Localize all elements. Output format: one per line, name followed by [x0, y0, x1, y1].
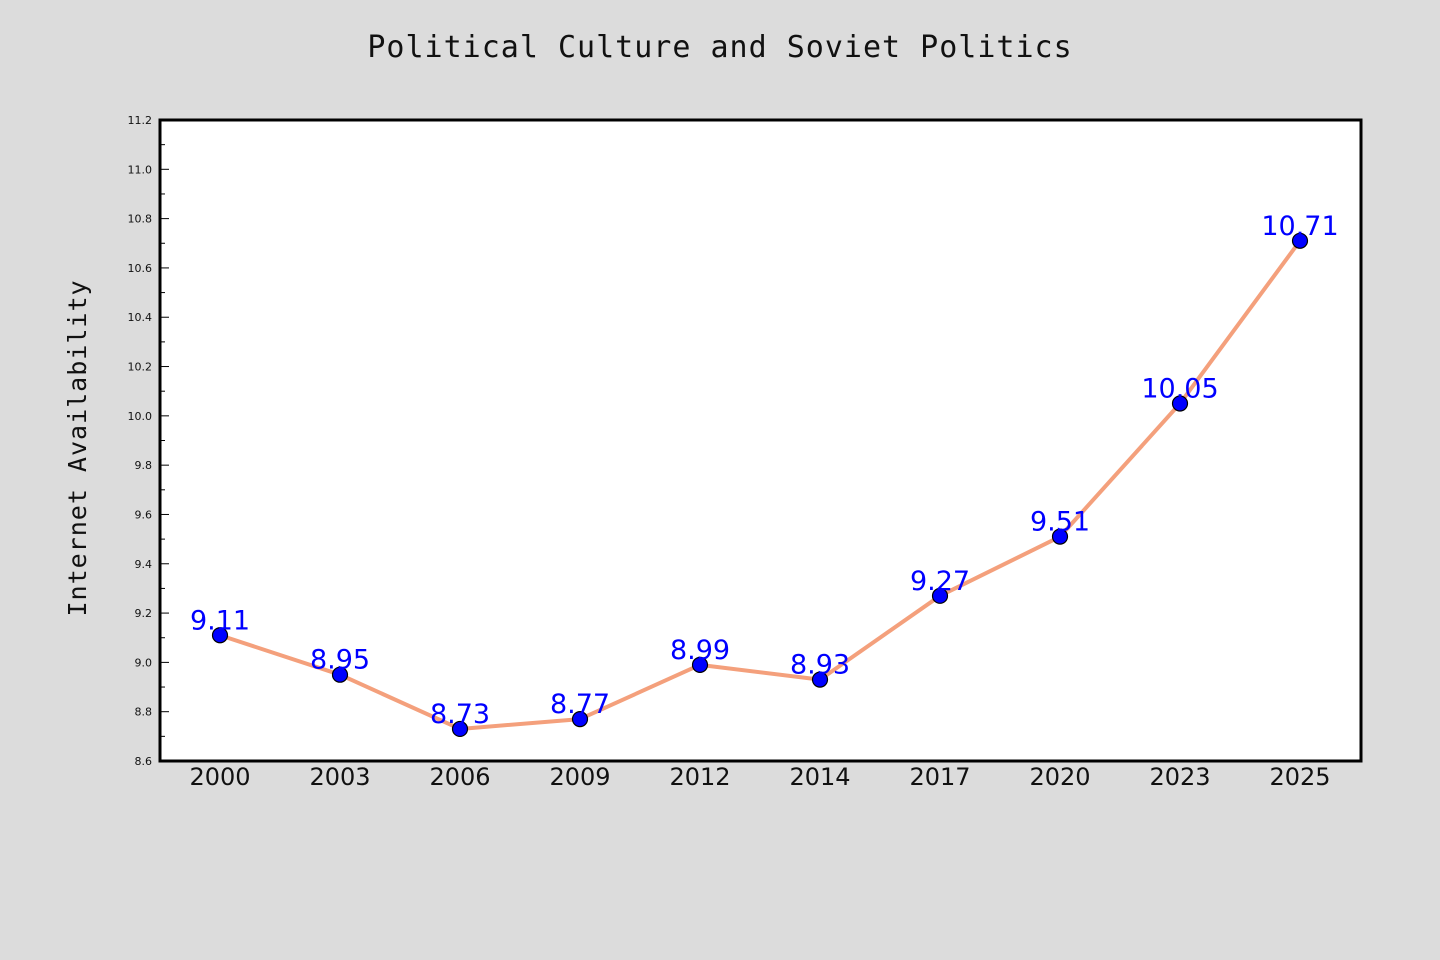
data-point — [571, 710, 589, 728]
y-tick-label: 9.2 — [135, 607, 153, 620]
y-axis: 8.6 8.8 9.0 9.2 9.4 9.6 9.8 10.0 10.2 10.4 10.6 10.… — [128, 114, 169, 768]
data-label: 10.05 — [1141, 374, 1218, 405]
data-label: 8.73 — [430, 699, 490, 730]
data-label: 9.51 — [1030, 507, 1090, 538]
series-line — [218, 238, 1302, 731]
y-tick-label: 8.6 — [135, 755, 153, 768]
data-label: 8.77 — [550, 689, 610, 720]
data-label: 9.27 — [910, 566, 970, 597]
x-tick-label: 2020 — [1029, 763, 1090, 791]
chart-title: Political Culture and Soviet Politics — [367, 30, 1073, 65]
data-point — [331, 666, 349, 683]
y-tick-label: 10.8 — [128, 213, 153, 226]
y-tick-label: 8.8 — [135, 706, 153, 719]
y-tick-label: 9.6 — [135, 508, 153, 521]
x-tick-label: 2023 — [1149, 763, 1210, 791]
x-tick-label: 2006 — [429, 763, 490, 791]
x-tick-label: 2003 — [309, 763, 370, 791]
y-axis-label: Internet Availability — [63, 279, 92, 616]
data-point — [811, 671, 829, 688]
y-tick-label: 10.6 — [128, 262, 153, 275]
data-point — [931, 587, 949, 604]
x-axis: 2000 2003 2006 2009 2012 2014 2017 2020 2023 2025 — [189, 763, 1330, 791]
x-tick-label: 2014 — [789, 763, 850, 791]
plot-frame — [158, 118, 1363, 763]
data-point — [1051, 528, 1069, 545]
data-point — [691, 656, 709, 673]
data-point — [211, 627, 229, 644]
series-layer — [211, 232, 1309, 738]
data-label: 10.71 — [1261, 211, 1338, 242]
x-tick-label: 2025 — [1269, 763, 1330, 791]
data-label: 8.95 — [310, 645, 370, 676]
x-tick-label: 2012 — [669, 763, 730, 791]
y-tick-label: 10.4 — [128, 311, 153, 324]
y-tick-label: 10.0 — [128, 410, 153, 423]
y-tick-label: 11.0 — [128, 163, 153, 176]
y-tick-label: 9.8 — [135, 459, 153, 472]
data-point — [1291, 232, 1309, 249]
y-tick-label: 10.2 — [128, 361, 153, 374]
x-tick-label: 2017 — [909, 763, 970, 791]
plot-area — [160, 120, 1361, 761]
data-point — [451, 720, 469, 738]
data-label: 9.11 — [190, 605, 250, 636]
x-tick-label: 2009 — [549, 763, 610, 791]
data-labels: 9.11 8.95 8.73 8.77 8.99 8.93 9.27 9.51 10.05 10.… — [190, 211, 1339, 730]
x-tick-label: 2000 — [189, 763, 250, 791]
data-label: 8.99 — [670, 635, 730, 666]
y-tick-label: 11.2 — [128, 114, 153, 127]
y-tick-label: 9.0 — [135, 656, 153, 669]
data-point — [1171, 395, 1189, 412]
y-tick-label: 9.4 — [135, 558, 153, 571]
data-label: 8.93 — [790, 650, 850, 681]
